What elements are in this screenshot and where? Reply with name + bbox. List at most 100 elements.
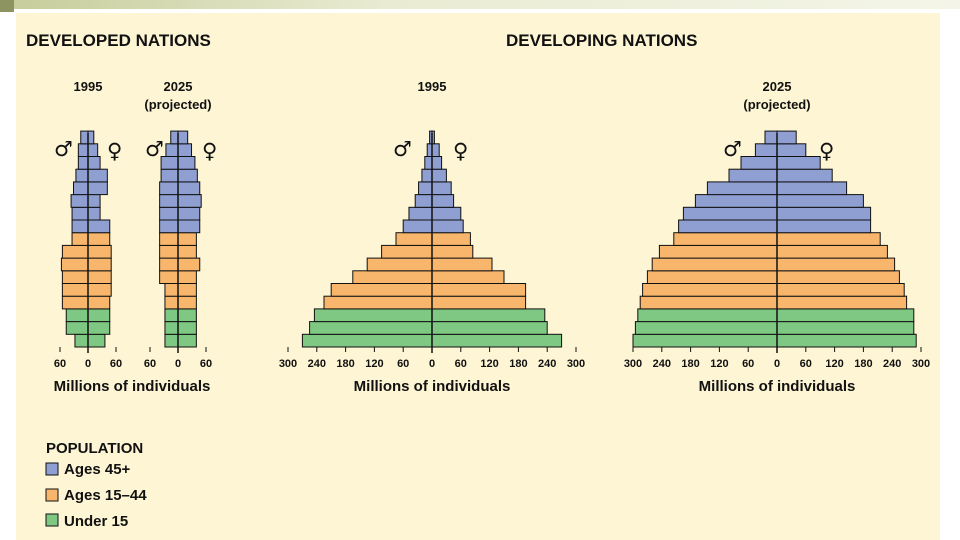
male-bar [381, 244, 433, 259]
female-bar [87, 333, 106, 348]
female-bar [776, 321, 915, 335]
female-bar [776, 168, 833, 183]
female-bar [776, 232, 881, 246]
tick-label: 180 [681, 358, 699, 370]
female-bar [177, 143, 193, 158]
tick-label: 120 [825, 358, 843, 370]
tick-label: 60 [800, 358, 812, 370]
female-bar [87, 321, 111, 335]
male-bar [164, 295, 179, 310]
male-bar [71, 206, 89, 221]
male-bar [71, 232, 89, 246]
tick-label: 60 [144, 358, 156, 370]
female-bar [431, 270, 505, 284]
female-icon: ♀ [107, 139, 122, 163]
male-bar [70, 194, 89, 208]
male-bar [164, 333, 179, 348]
male-bar [160, 156, 179, 170]
male-bar [165, 143, 179, 158]
male-bar [366, 257, 433, 272]
male-bar [764, 130, 778, 145]
female-bar [87, 168, 108, 183]
female-bar [177, 308, 197, 323]
male-bar [75, 168, 89, 183]
female-bar [776, 194, 864, 208]
tick-label: 240 [308, 358, 326, 370]
male-bar [682, 206, 778, 221]
developing-1995-year: 1995 [418, 79, 447, 94]
male-bar [313, 308, 433, 323]
female-bar [177, 283, 197, 297]
female-bar [177, 270, 197, 284]
male-icon: ♂ [393, 137, 412, 161]
tick-label: 0 [85, 358, 91, 370]
female-bar [87, 257, 112, 272]
male-bar [61, 244, 89, 259]
tick-label: 0 [175, 358, 181, 370]
pyramid-developed-2025: 60 0 60 [144, 130, 212, 370]
male-bar [402, 219, 433, 234]
male-bar [754, 143, 778, 158]
female-bar [87, 295, 111, 310]
male-bar [651, 257, 778, 272]
female-bar [87, 283, 112, 297]
female-bar [177, 295, 197, 310]
female-bar [177, 333, 197, 348]
tick-label: 180 [509, 358, 527, 370]
male-bar [164, 308, 179, 323]
female-bar [431, 232, 471, 246]
male-bar [164, 283, 179, 297]
female-bar [177, 156, 196, 170]
developed-2025-projected: (projected) [144, 97, 211, 112]
tick-label: 60 [200, 358, 212, 370]
tick-label: 0 [774, 358, 780, 370]
male-bar [80, 130, 89, 145]
female-bar [87, 219, 111, 234]
female-bar [87, 308, 111, 323]
female-bar [776, 257, 896, 272]
female-bar [87, 130, 95, 145]
male-bar [73, 181, 89, 196]
male-bar [418, 181, 433, 196]
tick-label: 60 [742, 358, 754, 370]
tick-label: 240 [883, 358, 901, 370]
female-bar [776, 308, 915, 323]
female-bar [776, 206, 872, 221]
female-bar [87, 244, 112, 259]
top-band [0, 0, 960, 9]
female-bar [776, 270, 900, 284]
male-bar [421, 168, 433, 183]
pyramid-developing-1995: 300 240 180 120 60 0 60 120 180 240 300 [279, 130, 585, 370]
male-bar [170, 130, 179, 145]
female-bar [431, 308, 546, 323]
female-bar [776, 333, 917, 348]
female-bar [177, 130, 189, 145]
developed-heading: DEVELOPED NATIONS [26, 31, 211, 50]
male-bar [424, 156, 433, 170]
female-bar [776, 219, 872, 234]
female-bar [431, 156, 443, 170]
female-icon: ♀ [202, 139, 217, 163]
female-bar [776, 244, 888, 259]
tick-label: 120 [480, 358, 498, 370]
male-bar [159, 270, 179, 284]
male-bar [61, 283, 89, 297]
tick-label: 60 [110, 358, 122, 370]
male-bar [408, 206, 433, 221]
male-bar [694, 194, 778, 208]
male-bar [159, 244, 179, 259]
tick-label: 300 [567, 358, 585, 370]
female-bar [776, 283, 905, 297]
tick-label: 300 [912, 358, 930, 370]
male-bar [159, 194, 179, 208]
male-bar [65, 308, 89, 323]
tick-label: 60 [455, 358, 467, 370]
male-bar [673, 232, 778, 246]
male-bar [159, 232, 179, 246]
tick-label: 240 [538, 358, 556, 370]
female-bar [87, 181, 108, 196]
male-bar [706, 181, 778, 196]
male-bar [309, 321, 433, 335]
male-bar [159, 181, 179, 196]
male-bar [637, 308, 778, 323]
